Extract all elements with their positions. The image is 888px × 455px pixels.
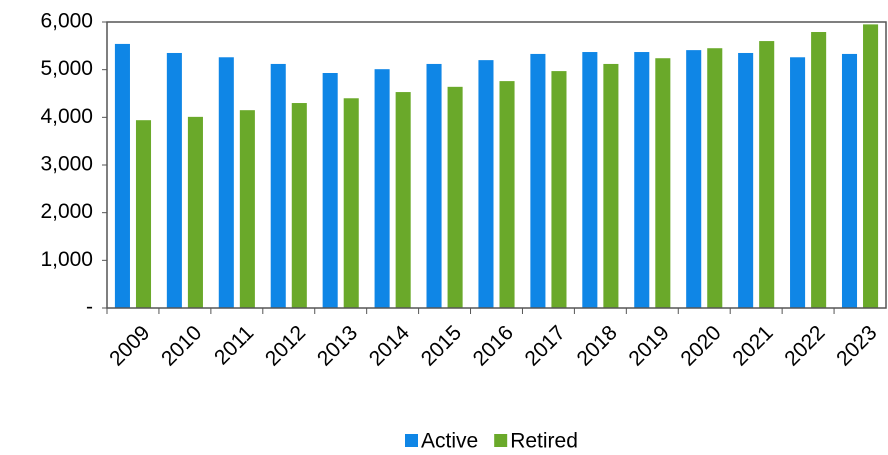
y-tick-label: 3,000	[40, 153, 93, 176]
plot-frame	[106, 21, 887, 309]
x-tick-label: 2009	[105, 321, 154, 370]
y-tick-label: 6,000	[40, 10, 93, 33]
bar	[270, 63, 286, 308]
bar	[603, 63, 619, 308]
bar	[343, 98, 359, 309]
bar	[811, 32, 827, 308]
x-tick-label: 2014	[365, 321, 415, 371]
x-tick-label: 2017	[521, 321, 570, 370]
bar	[634, 52, 650, 308]
bar	[218, 57, 234, 309]
bar	[499, 81, 515, 309]
bar	[686, 50, 702, 309]
x-tick-label: 2021	[728, 321, 777, 370]
x-tick-label: 2011	[210, 321, 258, 369]
legend-swatch	[405, 434, 418, 447]
bar	[551, 71, 567, 308]
legend-swatch	[494, 434, 508, 447]
bar	[426, 63, 442, 308]
bar	[166, 52, 182, 308]
y-tick-label: 4,000	[40, 105, 93, 128]
x-tick-label: 2022	[780, 321, 829, 370]
x-tick-label: 2020	[676, 321, 725, 370]
bar	[447, 86, 463, 309]
bar	[291, 103, 307, 309]
bar	[582, 52, 598, 308]
legend-label: Active	[421, 430, 478, 453]
bar	[135, 120, 152, 309]
y-tick-label: 2,000	[40, 200, 93, 223]
legend-label: Retired	[510, 430, 578, 453]
bar	[530, 53, 546, 308]
bar	[655, 58, 671, 308]
bar	[239, 110, 255, 308]
x-tick-label: 2015	[417, 321, 466, 370]
x-tick-label: 2023	[832, 321, 881, 370]
bar	[863, 24, 879, 309]
bar	[738, 52, 754, 308]
y-tick-label: -	[86, 296, 93, 319]
bar	[187, 116, 203, 309]
bar	[322, 73, 338, 309]
bar	[759, 41, 775, 309]
bar	[707, 48, 723, 308]
bar	[374, 69, 390, 308]
x-tick-label: 2016	[469, 321, 518, 370]
y-tick-label: 5,000	[40, 57, 93, 80]
x-tick-label: 2012	[261, 321, 310, 370]
bar	[790, 57, 806, 309]
x-tick-label: 2019	[624, 321, 673, 370]
x-tick-label: 2010	[157, 321, 206, 370]
bar	[114, 43, 130, 308]
bar	[395, 92, 411, 308]
bar	[478, 60, 494, 309]
y-tick-label: 1,000	[40, 248, 93, 271]
x-tick-label: 2018	[573, 321, 622, 370]
x-tick-label: 2013	[313, 321, 362, 370]
bar	[841, 53, 858, 308]
